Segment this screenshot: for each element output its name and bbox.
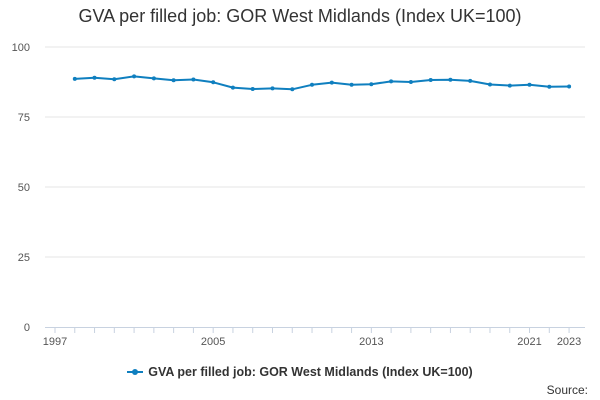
y-tick-label: 100	[12, 42, 30, 54]
y-tick-label: 0	[24, 322, 30, 334]
data-point[interactable]	[507, 83, 512, 88]
y-tick-label: 75	[18, 112, 30, 124]
data-point[interactable]	[468, 78, 473, 83]
data-point[interactable]	[72, 76, 77, 81]
data-point[interactable]	[92, 75, 97, 80]
data-point[interactable]	[132, 74, 137, 79]
data-point[interactable]	[369, 82, 374, 87]
data-point[interactable]	[567, 84, 572, 89]
legend[interactable]: GVA per filled job: GOR West Midlands (I…	[0, 365, 600, 379]
data-point[interactable]	[151, 76, 156, 81]
x-tick-label: 2023	[557, 336, 581, 348]
x-tick-label: 2005	[201, 336, 225, 348]
grid-lines	[45, 46, 585, 258]
legend-swatch	[127, 367, 144, 377]
y-tick-label: 25	[18, 252, 30, 264]
data-point[interactable]	[547, 84, 552, 89]
data-point[interactable]	[191, 77, 196, 82]
series-line	[73, 75, 571, 91]
data-point[interactable]	[230, 85, 235, 90]
data-point[interactable]	[290, 87, 295, 92]
source-label[interactable]: Source:	[546, 383, 588, 397]
chart-title: GVA per filled job: GOR West Midlands (I…	[78, 6, 522, 26]
data-point[interactable]	[428, 78, 433, 82]
x-tick-label: 2021	[517, 336, 541, 348]
legend-swatch-dot	[132, 369, 139, 375]
data-point[interactable]	[389, 79, 394, 84]
data-point[interactable]	[112, 77, 117, 82]
x-axis-labels: 1997 2005 2013 2021 2023	[43, 336, 582, 348]
series-layer	[72, 74, 572, 92]
data-point[interactable]	[310, 82, 314, 87]
data-point[interactable]	[211, 80, 216, 85]
data-point[interactable]	[488, 82, 492, 87]
x-tick-label: 2013	[359, 336, 383, 348]
data-point[interactable]	[270, 86, 275, 91]
data-point[interactable]	[171, 78, 176, 83]
x-tick-label: 1997	[43, 336, 67, 348]
y-axis-labels: 0 25 50 75 100	[12, 42, 30, 334]
data-point[interactable]	[448, 77, 453, 82]
data-point[interactable]	[408, 80, 413, 84]
y-tick-label: 50	[18, 182, 30, 194]
x-axis	[45, 327, 585, 333]
data-point[interactable]	[250, 87, 255, 91]
legend-label: GVA per filled job: GOR West Midlands (I…	[148, 365, 473, 379]
data-point[interactable]	[527, 82, 532, 87]
data-point[interactable]	[349, 82, 354, 87]
data-point[interactable]	[329, 80, 334, 85]
